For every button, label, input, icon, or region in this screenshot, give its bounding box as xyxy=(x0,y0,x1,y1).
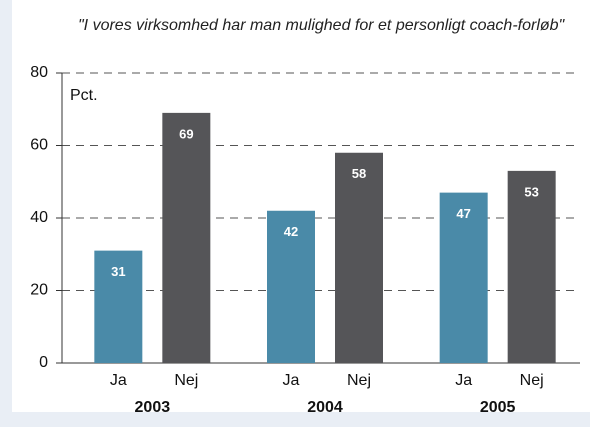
bar xyxy=(267,210,315,363)
value-label: 69 xyxy=(179,126,193,141)
value-label: 58 xyxy=(352,166,366,181)
bar xyxy=(335,152,383,363)
chart-title: "I vores virksomhed har man mulighed for… xyxy=(78,17,565,34)
y-tick-label: 60 xyxy=(30,137,48,154)
value-label: 53 xyxy=(524,184,538,199)
x-tick-label: Nej xyxy=(347,372,371,389)
value-label: 47 xyxy=(456,206,470,221)
y-axis-label: Pct. xyxy=(70,87,98,104)
x-group-label: 2005 xyxy=(480,399,516,416)
x-tick-label: Nej xyxy=(520,372,544,389)
y-tick-label: 20 xyxy=(30,282,48,299)
value-label: 31 xyxy=(111,264,125,279)
bar xyxy=(94,250,143,363)
x-tick-label: Ja xyxy=(455,372,472,389)
bar xyxy=(162,112,211,363)
bar xyxy=(507,170,556,363)
y-tick-label: 0 xyxy=(39,354,48,371)
x-tick-label: Ja xyxy=(283,372,300,389)
value-label: 42 xyxy=(284,224,298,239)
x-tick-label: Ja xyxy=(110,372,127,389)
y-tick-label: 80 xyxy=(30,64,48,81)
bar xyxy=(439,192,488,363)
y-tick-label: 40 xyxy=(30,209,48,226)
x-group-label: 2003 xyxy=(135,399,171,416)
x-group-label: 2004 xyxy=(307,399,343,416)
x-tick-label: Nej xyxy=(174,372,198,389)
